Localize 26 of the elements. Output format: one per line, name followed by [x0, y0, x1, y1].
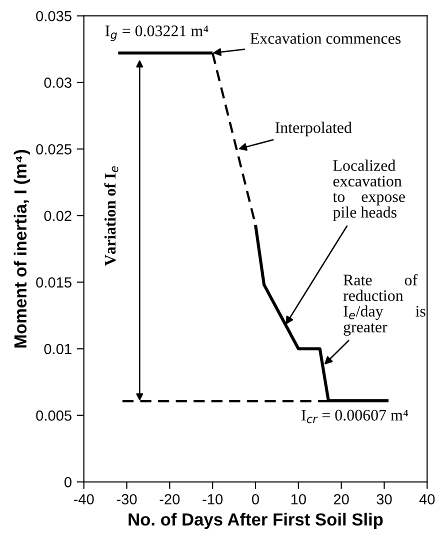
annotation: I$_{g}$ = 0.03221 m⁴	[105, 26, 208, 42]
y-tick-label: 0.01	[44, 344, 72, 354]
annotation: Excavation commences	[250, 33, 401, 44]
y-tick-label: 0.025	[36, 144, 72, 154]
annotation: Rate of reduction I$_{e}$/day is greater	[343, 274, 426, 336]
x-tick-label: 30	[376, 494, 392, 504]
y-axis-title: Moment of inertia, I (m⁴)	[14, 150, 30, 348]
x-tick-label: 0	[252, 494, 259, 504]
y-tick-label: 0	[64, 477, 72, 488]
x-tick-label: -20	[160, 494, 180, 504]
annotation: Variation of I$_{e}$	[104, 166, 118, 266]
annotation: Localized excavation to expose pile heads	[332, 160, 405, 221]
x-axis-title: No. of Days After First Soil Slip	[128, 512, 383, 530]
annotation: Interpolated	[275, 122, 352, 136]
x-tick-label: 10	[291, 494, 306, 504]
y-tick-label: 0.015	[36, 277, 72, 288]
x-tick-label: 40	[419, 494, 435, 504]
y-tick-label: 0.02	[44, 210, 72, 222]
annotation: I$_{cr}$ = 0.00607 m⁴	[302, 410, 408, 424]
y-tick-label: 0.03	[44, 78, 72, 88]
y-tick-label: 0.035	[36, 10, 72, 22]
y-tick-label: 0.005	[36, 410, 72, 421]
x-tick-label: -30	[116, 494, 137, 504]
x-tick-label: -10	[202, 494, 223, 504]
x-tick-label: 20	[334, 494, 349, 504]
x-tick-label: -40	[74, 494, 94, 504]
